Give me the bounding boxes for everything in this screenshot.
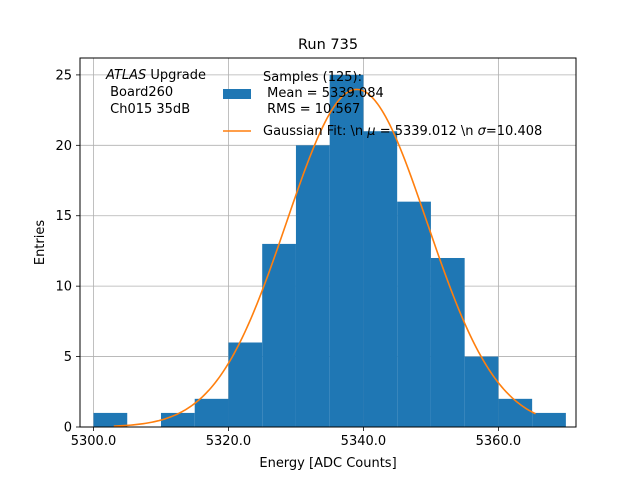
x-axis-label: Energy [ADC Counts] [259,456,396,471]
y-tick-label: 0 [64,421,72,436]
legend-fit-mu: μ [366,124,375,139]
histogram-bar [228,342,263,427]
annotation-channel: Ch015 35dB [106,102,190,117]
histogram-bar [295,145,330,427]
y-tick-label: 15 [55,209,72,224]
x-tick-label: 5320.0 [206,434,252,449]
legend-fit-middle: = 5339.012 \n [376,124,478,139]
histogram-bar [194,398,229,427]
legend-rms-label: RMS = 10.567 [263,102,360,117]
histogram-bar [532,412,566,427]
legend-fit-prefix: Gaussian Fit: \n [263,124,367,139]
legend-fit-label: Gaussian Fit: \n μ = 5339.012 \n σ=10.40… [263,124,542,139]
gaussian-fit-curve [113,88,536,427]
x-tick-label: 5360.0 [476,434,522,449]
histogram-bar [498,398,533,427]
x-tick-label: 5340.0 [341,434,387,449]
chart-title: Run 735 [298,37,358,53]
y-tick-label: 25 [55,68,72,83]
legend-fit-sigma: σ [478,124,487,139]
legend-fit-suffix: =10.408 [486,124,542,139]
legend-histogram-patch [223,89,251,99]
histogram-bars [93,74,566,428]
histogram-bar [363,131,398,428]
annotation-upgrade: Upgrade [146,68,206,83]
histogram-bar [160,412,195,427]
annotation-board: Board260 [106,85,173,100]
x-tick-label: 5300.0 [71,434,117,449]
atlas-annotation: ATLAS Upgrade Board260 Ch015 35dB [105,68,206,117]
legend-mean-label: Mean = 5339.084 [263,86,384,101]
histogram-bar [464,356,499,427]
y-tick-label: 20 [55,139,72,154]
legend-samples-label: Samples (125): [263,70,362,85]
histogram-bar [329,74,364,428]
legend: Samples (125): Mean = 5339.084 RMS = 10.… [223,70,542,139]
histogram-bar [93,412,128,427]
plot-frame [79,57,577,428]
axis-ticks: 5300.0 5320.0 5340.0 5360.0 0 5 10 15 20 25 [55,68,521,449]
annotation-atlas: ATLAS [105,68,146,83]
y-tick-label: 5 [64,350,72,365]
histogram-bar [430,257,465,427]
y-tick-label: 10 [55,280,72,295]
histogram-bar [397,201,431,427]
histogram-bar [262,243,296,427]
y-axis-label: Entries [33,220,48,266]
annotation-title: ATLAS Upgrade [105,68,206,83]
